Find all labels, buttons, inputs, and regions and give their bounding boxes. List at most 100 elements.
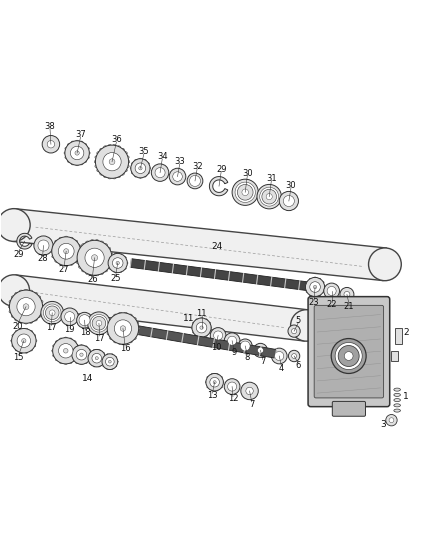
FancyBboxPatch shape <box>314 305 384 398</box>
Ellipse shape <box>124 268 126 269</box>
Ellipse shape <box>102 354 118 369</box>
Ellipse shape <box>107 265 111 268</box>
Ellipse shape <box>108 176 112 179</box>
Ellipse shape <box>88 359 91 360</box>
Ellipse shape <box>116 261 120 265</box>
Ellipse shape <box>77 252 80 254</box>
Ellipse shape <box>9 300 13 303</box>
Ellipse shape <box>64 337 67 339</box>
Ellipse shape <box>93 350 95 351</box>
Ellipse shape <box>111 354 113 355</box>
Ellipse shape <box>309 294 311 296</box>
Ellipse shape <box>20 328 22 330</box>
Ellipse shape <box>95 240 99 243</box>
Text: 28: 28 <box>37 254 48 263</box>
Ellipse shape <box>77 350 80 352</box>
Ellipse shape <box>192 332 194 333</box>
Ellipse shape <box>114 314 117 317</box>
Text: 15: 15 <box>13 353 24 362</box>
Ellipse shape <box>90 273 94 276</box>
Ellipse shape <box>368 248 401 281</box>
Ellipse shape <box>65 264 68 266</box>
Ellipse shape <box>77 240 112 275</box>
Ellipse shape <box>24 321 28 324</box>
Ellipse shape <box>135 322 139 325</box>
Ellipse shape <box>207 376 209 378</box>
Ellipse shape <box>110 256 113 259</box>
Ellipse shape <box>205 382 207 383</box>
Ellipse shape <box>275 351 284 360</box>
Ellipse shape <box>314 277 316 279</box>
Ellipse shape <box>129 340 132 343</box>
Ellipse shape <box>344 292 350 297</box>
Ellipse shape <box>214 331 223 340</box>
Ellipse shape <box>148 167 151 169</box>
Ellipse shape <box>108 253 127 272</box>
Ellipse shape <box>85 346 87 348</box>
Ellipse shape <box>65 148 67 149</box>
Text: 17: 17 <box>95 334 105 343</box>
Ellipse shape <box>9 310 13 313</box>
Ellipse shape <box>77 312 92 328</box>
Ellipse shape <box>61 308 78 326</box>
Ellipse shape <box>110 318 113 320</box>
Ellipse shape <box>338 345 359 367</box>
Ellipse shape <box>95 165 99 167</box>
Ellipse shape <box>135 333 139 335</box>
Ellipse shape <box>240 341 250 351</box>
Ellipse shape <box>19 320 23 324</box>
Ellipse shape <box>237 184 253 200</box>
Ellipse shape <box>37 296 41 298</box>
Ellipse shape <box>24 289 28 292</box>
Text: 10: 10 <box>211 343 221 352</box>
Ellipse shape <box>114 253 116 255</box>
Ellipse shape <box>97 152 100 155</box>
Text: 16: 16 <box>120 344 131 353</box>
Ellipse shape <box>20 351 22 353</box>
Ellipse shape <box>148 163 149 165</box>
Text: 22: 22 <box>326 300 337 309</box>
Ellipse shape <box>55 341 58 343</box>
Ellipse shape <box>216 390 218 391</box>
Ellipse shape <box>97 169 100 172</box>
Ellipse shape <box>129 314 132 317</box>
Ellipse shape <box>126 262 128 264</box>
Ellipse shape <box>313 285 317 289</box>
Ellipse shape <box>104 358 106 359</box>
Ellipse shape <box>80 353 83 357</box>
Ellipse shape <box>283 196 294 206</box>
Ellipse shape <box>120 326 126 331</box>
Ellipse shape <box>47 141 55 148</box>
Ellipse shape <box>124 312 127 315</box>
Ellipse shape <box>131 172 134 174</box>
Ellipse shape <box>107 354 108 355</box>
Ellipse shape <box>79 314 90 326</box>
Ellipse shape <box>72 349 74 351</box>
Ellipse shape <box>29 290 33 293</box>
Ellipse shape <box>19 290 23 293</box>
Text: 14: 14 <box>82 374 94 383</box>
Ellipse shape <box>126 160 130 163</box>
Ellipse shape <box>135 163 146 174</box>
Ellipse shape <box>260 187 279 206</box>
Ellipse shape <box>30 330 32 333</box>
Ellipse shape <box>290 310 322 341</box>
Ellipse shape <box>110 337 113 340</box>
Ellipse shape <box>77 261 80 264</box>
Ellipse shape <box>100 241 103 244</box>
Ellipse shape <box>279 191 298 211</box>
Ellipse shape <box>121 148 124 151</box>
Text: 30: 30 <box>286 181 297 190</box>
Ellipse shape <box>206 374 223 391</box>
Ellipse shape <box>104 146 107 149</box>
Ellipse shape <box>124 169 127 172</box>
Polygon shape <box>12 275 308 341</box>
Ellipse shape <box>71 354 73 356</box>
Ellipse shape <box>130 167 132 169</box>
Ellipse shape <box>113 176 116 179</box>
Ellipse shape <box>93 366 95 367</box>
Ellipse shape <box>10 290 42 323</box>
Ellipse shape <box>191 327 193 328</box>
Ellipse shape <box>96 320 102 326</box>
Ellipse shape <box>254 343 268 357</box>
